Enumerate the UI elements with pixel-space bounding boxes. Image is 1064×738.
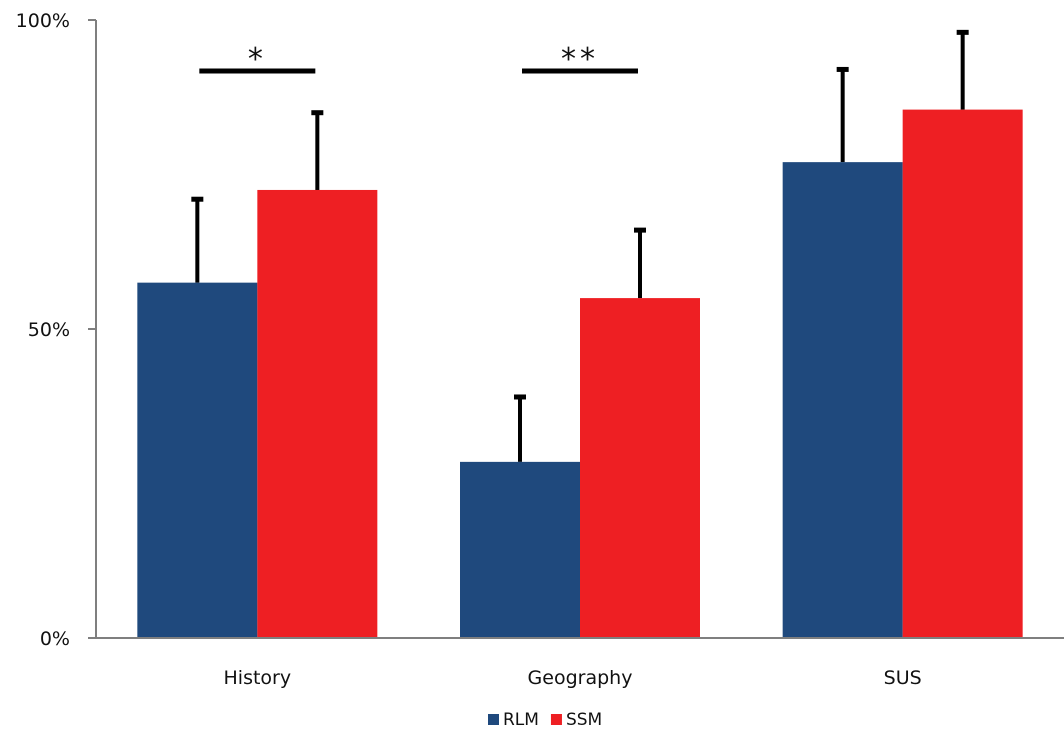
legend-swatch-rlm — [488, 714, 499, 725]
bar-rlm-history — [137, 282, 258, 638]
y-axis-ticks: 0% 50% 100% — [16, 10, 96, 650]
x-tick-label-history: History — [224, 667, 292, 689]
bar-ssm-sus — [902, 109, 1023, 639]
x-axis-labels: History Geography SUS — [224, 667, 922, 689]
y-tick-label: 50% — [28, 319, 70, 341]
x-tick-label-geography: Geography — [528, 667, 633, 689]
x-tick-label-sus: SUS — [884, 667, 922, 689]
significance-label-geography: ** — [561, 42, 599, 77]
legend: RLM SSM — [488, 710, 602, 730]
legend-label-ssm: SSM — [566, 710, 602, 730]
bar-ssm-history — [257, 189, 378, 638]
bar-ssm-geography — [580, 298, 700, 638]
bar-rlm-geography — [460, 461, 580, 638]
significance-label-history: * — [248, 42, 267, 77]
chart-marks: * ** — [137, 29, 1023, 639]
y-tick-label: 100% — [16, 10, 70, 32]
bar-rlm-sus — [782, 162, 903, 638]
y-tick-label: 0% — [40, 628, 70, 650]
legend-label-rlm: RLM — [503, 710, 539, 730]
legend-swatch-ssm — [550, 714, 562, 725]
